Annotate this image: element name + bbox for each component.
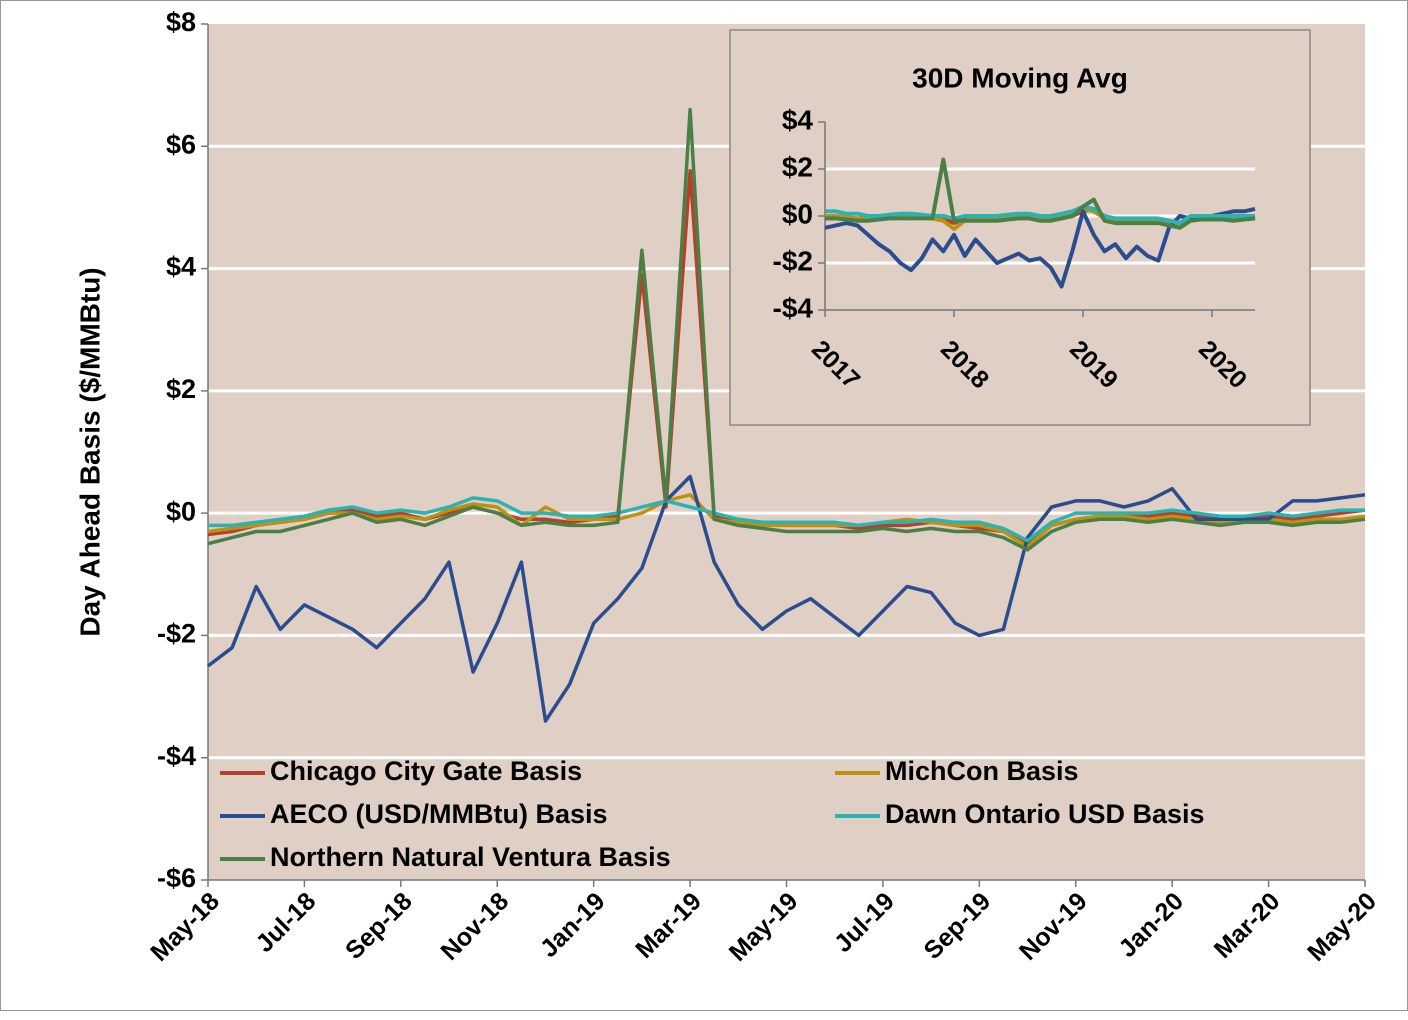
y-tick-label: -$4 <box>773 292 814 323</box>
y-tick-label: $0 <box>782 198 813 229</box>
inset-title: 30D Moving Avg <box>912 62 1128 93</box>
y-tick-label: $8 <box>166 7 196 37</box>
y-tick-label: $4 <box>782 104 814 135</box>
series-line <box>207 493 1366 549</box>
legend-label: Northern Natural Ventura Basis <box>270 842 671 872</box>
y-tick-label: $0 <box>166 496 196 526</box>
legend-label: Dawn Ontario USD Basis <box>885 799 1205 829</box>
y-tick-label: -$6 <box>157 863 196 893</box>
y-tick-label: $4 <box>166 252 196 282</box>
y-tick-label: -$2 <box>773 245 813 276</box>
series-line <box>825 157 1256 230</box>
y-tick-label: $2 <box>166 374 196 404</box>
y-axis-label: Day Ahead Basis ($/MMBtu) <box>74 267 105 636</box>
y-tick-label: $6 <box>166 129 196 159</box>
legend-label: MichCon Basis <box>885 756 1079 786</box>
y-tick-label: -$2 <box>157 619 196 649</box>
series-line <box>825 204 1255 226</box>
legend-label: AECO (USD/MMBtu) Basis <box>270 799 608 829</box>
y-tick-label: -$4 <box>157 741 196 771</box>
y-tick-label: $2 <box>782 151 813 182</box>
series-line <box>206 474 1366 723</box>
series-line <box>208 496 1365 543</box>
series-line <box>207 107 1366 552</box>
legend-label: Chicago City Gate Basis <box>270 756 582 786</box>
series-line <box>824 206 1256 289</box>
